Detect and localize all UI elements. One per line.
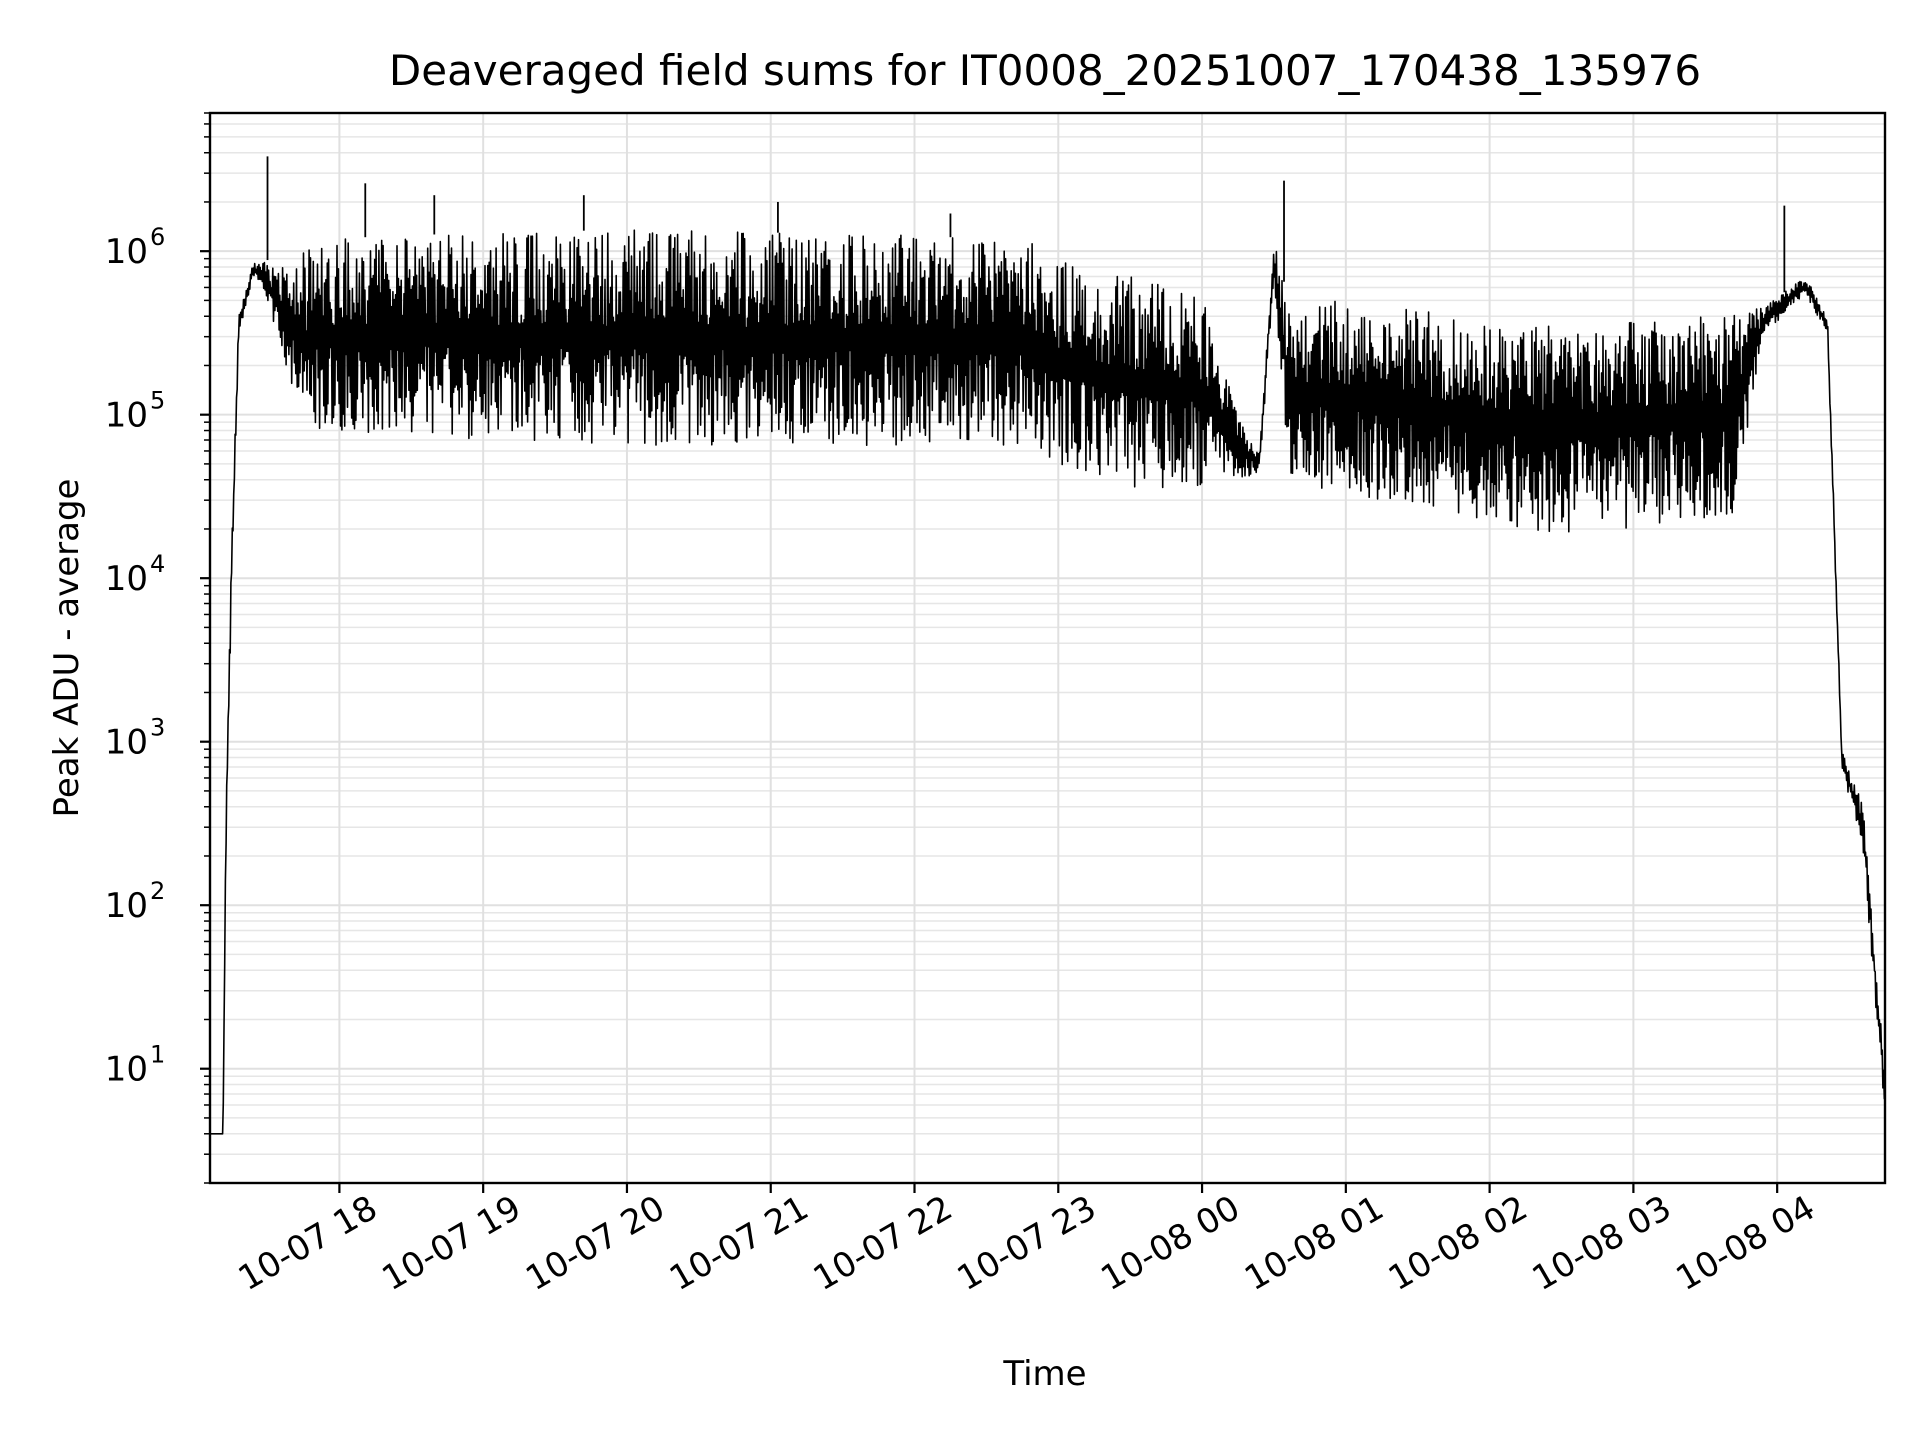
y-tick-label: 10 (105, 1050, 148, 1090)
y-tick-base: 10 (105, 232, 148, 272)
y-tick-exponent: 3 (150, 714, 165, 742)
chart-title: Deaveraged field sums for IT0008_2025100… (389, 46, 1701, 95)
series-layer (209, 156, 1886, 1135)
y-tick-label: 10 (105, 723, 148, 763)
y-tick-exponent: 5 (150, 387, 165, 415)
y-tick-label: 10 (105, 886, 148, 926)
y-tick-label: 10 (105, 232, 148, 272)
y-tick-base: 10 (105, 1050, 148, 1090)
y-tick-exponent: 1 (150, 1041, 165, 1069)
x-axis-label: Time (1002, 1354, 1086, 1394)
y-tick-exponent: 6 (150, 223, 165, 251)
y-tick-label: 10 (105, 396, 148, 436)
y-tick-label: 10 (105, 559, 148, 599)
y-tick-exponent: 2 (150, 877, 165, 905)
y-tick-exponent: 4 (150, 550, 165, 578)
y-tick-base: 10 (105, 723, 148, 763)
y-axis-label: Peak ADU - average (47, 479, 87, 818)
series-line (209, 229, 1886, 1135)
y-tick-base: 10 (105, 396, 148, 436)
y-tick-base: 10 (105, 559, 148, 599)
y-tick-base: 10 (105, 886, 148, 926)
plot-frame (208, 111, 1887, 1185)
